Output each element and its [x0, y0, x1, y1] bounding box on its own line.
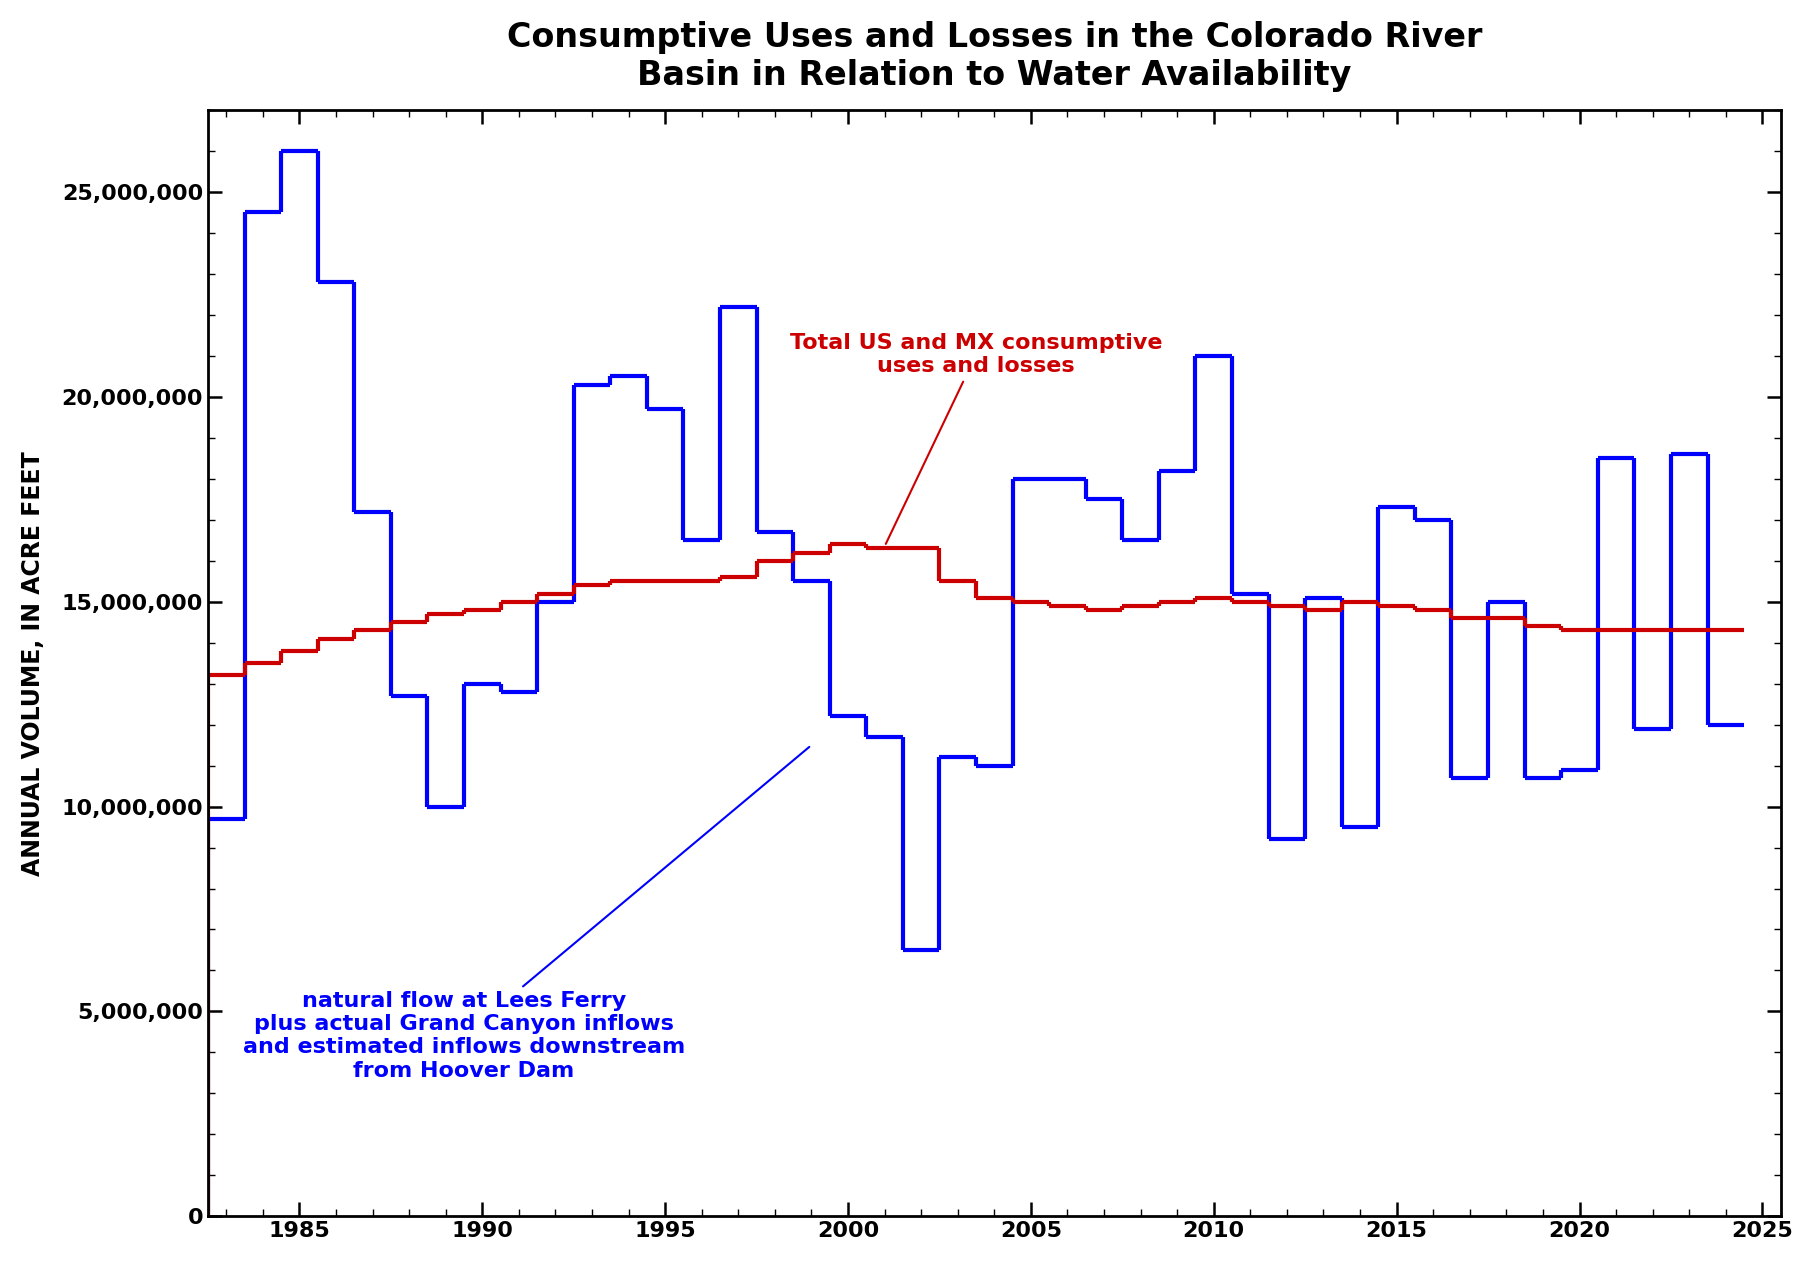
- Y-axis label: ANNUAL VOLUME, IN ACRE FEET: ANNUAL VOLUME, IN ACRE FEET: [20, 451, 45, 876]
- Title: Consumptive Uses and Losses in the Colorado River
Basin in Relation to Water Ava: Consumptive Uses and Losses in the Color…: [507, 21, 1482, 92]
- Text: natural flow at Lees Ferry
plus actual Grand Canyon inflows
and estimated inflow: natural flow at Lees Ferry plus actual G…: [243, 747, 810, 1080]
- Text: Total US and MX consumptive
uses and losses: Total US and MX consumptive uses and los…: [790, 333, 1162, 544]
